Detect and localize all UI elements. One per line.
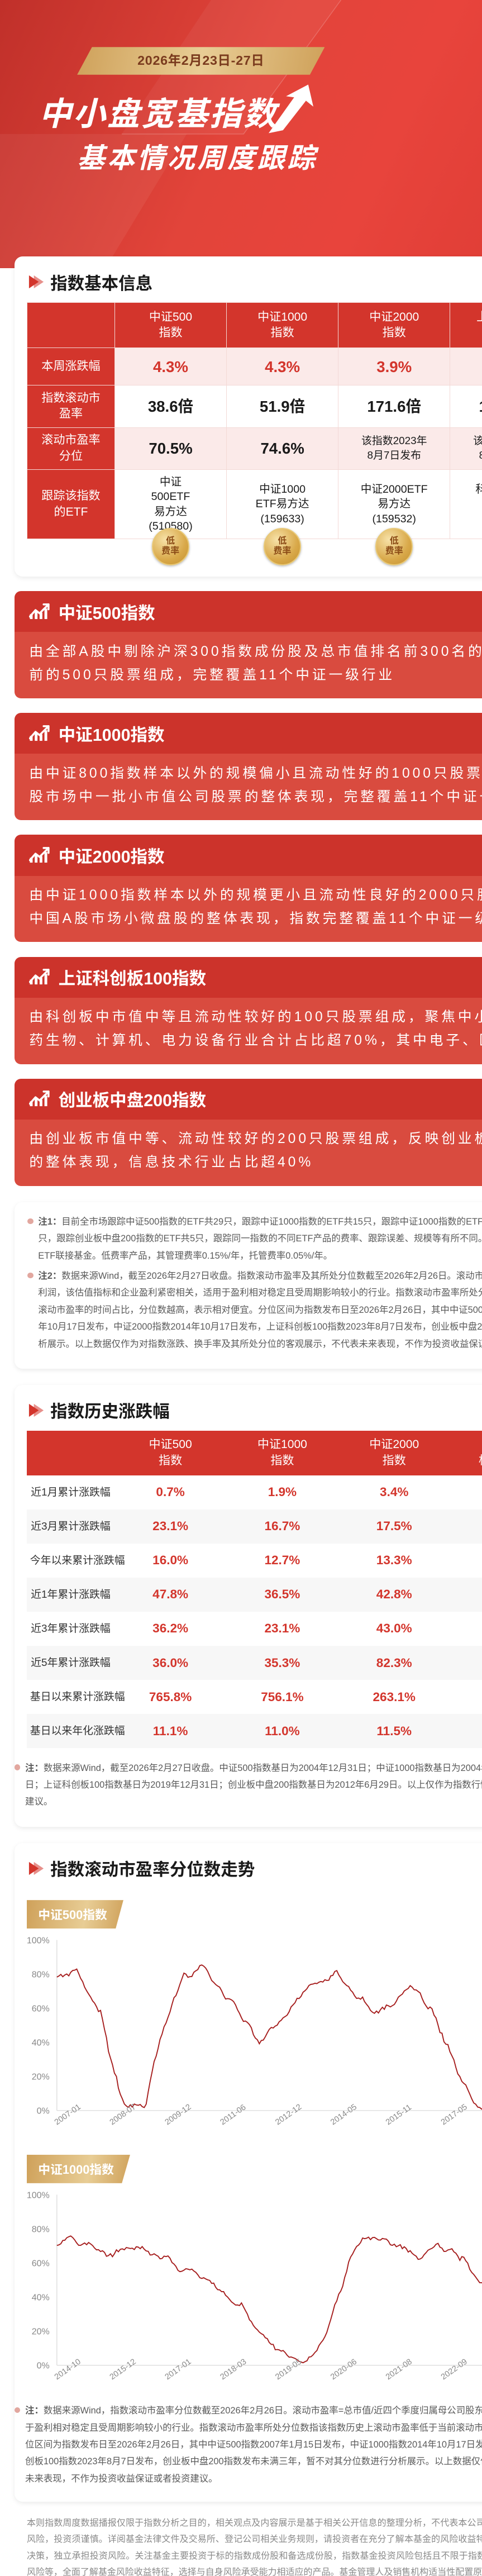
svg-text:80%: 80%	[32, 2225, 50, 2234]
svg-text:20%: 20%	[32, 2327, 50, 2336]
svg-text:2014-10: 2014-10	[53, 2357, 83, 2382]
svg-text:60%: 60%	[32, 2004, 50, 2014]
svg-text:40%: 40%	[32, 2039, 50, 2048]
svg-text:100%: 100%	[27, 1936, 50, 1946]
svg-text:20%: 20%	[32, 2073, 50, 2082]
svg-text:2009-12: 2009-12	[164, 2103, 193, 2127]
svg-text:0%: 0%	[37, 2361, 50, 2370]
svg-text:2022-09: 2022-09	[440, 2357, 469, 2382]
svg-text:2015-12: 2015-12	[108, 2357, 138, 2382]
svg-text:2008-07: 2008-07	[108, 2103, 138, 2127]
svg-text:2019-05: 2019-05	[274, 2357, 303, 2382]
svg-text:2014-05: 2014-05	[329, 2103, 359, 2127]
svg-text:60%: 60%	[32, 2259, 50, 2268]
svg-text:2015-11: 2015-11	[384, 2103, 413, 2127]
svg-text:80%: 80%	[32, 1970, 50, 1980]
svg-text:0%: 0%	[37, 2107, 50, 2116]
svg-text:2021-08: 2021-08	[384, 2357, 414, 2382]
svg-text:2011-06: 2011-06	[218, 2103, 247, 2127]
svg-text:2017-01: 2017-01	[164, 2357, 193, 2382]
svg-text:2017-05: 2017-05	[440, 2103, 469, 2127]
svg-text:2007-01: 2007-01	[53, 2103, 83, 2127]
svg-text:2018-03: 2018-03	[218, 2357, 248, 2382]
svg-text:40%: 40%	[32, 2293, 50, 2302]
svg-text:2020-06: 2020-06	[329, 2357, 359, 2382]
svg-text:100%: 100%	[27, 2191, 50, 2200]
svg-text:2012-12: 2012-12	[274, 2103, 303, 2127]
